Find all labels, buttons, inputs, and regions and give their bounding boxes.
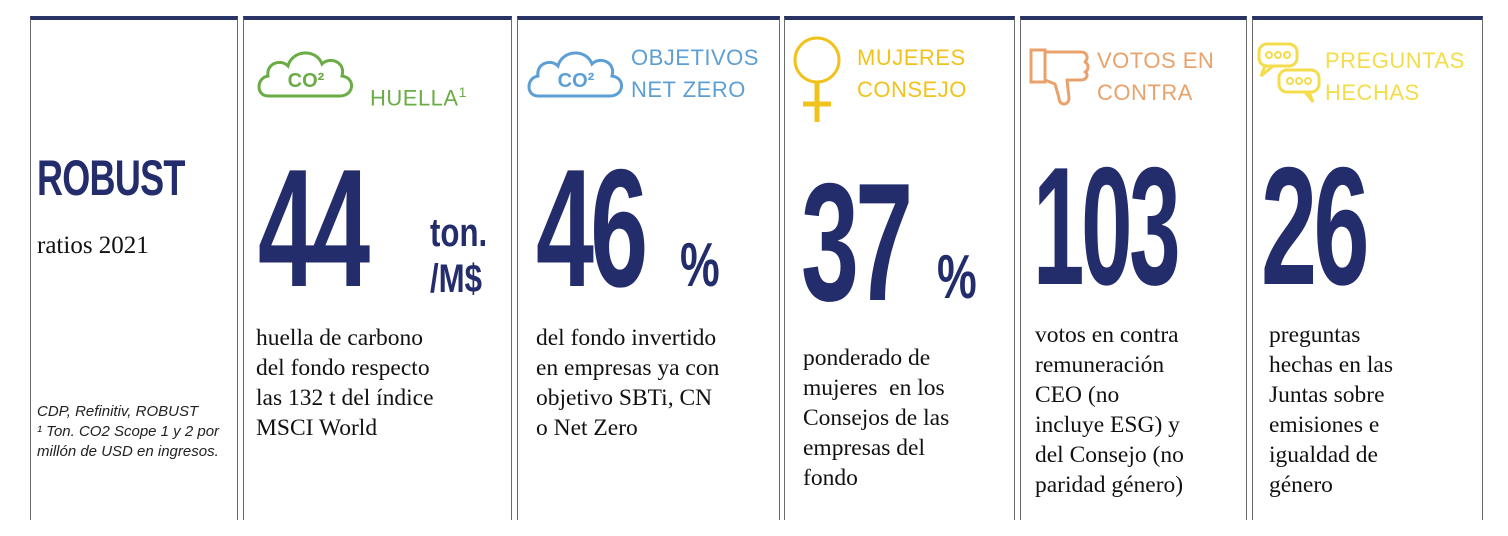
co2-icon-label: CO² (558, 70, 595, 92)
title-line-1: MUJERES (857, 45, 966, 70)
thumbs-down-icon (1029, 48, 1090, 106)
desc-line: Juntas sobre (1269, 382, 1385, 408)
title-line-2: HECHAS (1325, 80, 1420, 105)
title-line-1: VOTOS EN (1097, 48, 1215, 73)
carbon-footprint-panel: CO² HUELLA1 44 ton. /M$ huella de carbon… (243, 16, 512, 520)
title-line-2: CONSEJO (857, 77, 967, 102)
panel-description: preguntas hechas en las Juntas sobre emi… (1269, 320, 1393, 500)
unit-line-2: /M$ (430, 257, 483, 301)
title-line-2: NET ZERO (631, 77, 746, 102)
female-symbol-icon (793, 36, 841, 122)
unit-label: % (937, 243, 977, 312)
desc-line: votos en contra (1035, 322, 1179, 348)
panel-description: del fondo invertido en empresas ya con o… (536, 323, 719, 443)
panel-title: HUELLA1 (370, 76, 467, 114)
desc-line: del Consejo (no (1035, 442, 1184, 468)
desc-line: preguntas (1269, 322, 1361, 348)
report-subtitle: ratios 2021 (37, 232, 149, 259)
desc-line: hechas en las (1269, 352, 1393, 378)
desc-line: incluye ESG) y (1035, 412, 1180, 438)
source-footnote: CDP, Refinitiv, ROBUST ¹ Ton. CO2 Scope … (37, 403, 220, 460)
desc-line: Consejos de las (803, 405, 950, 431)
desc-line: o Net Zero (536, 415, 638, 441)
panel-title: PREGUNTAS HECHAS (1325, 45, 1465, 109)
panel-description: votos en contra remuneración CEO (no inc… (1035, 320, 1184, 500)
big-value: 103 (1033, 132, 1181, 320)
big-value: 46 (536, 134, 648, 322)
co2-cloud-icon: CO² (257, 51, 353, 98)
net-zero-panel: CO² OBJETIVOS NET ZERO 46 % del fondo in… (517, 16, 780, 520)
desc-line: género (1269, 472, 1333, 498)
title-line-2: CONTRA (1097, 80, 1193, 105)
desc-line: fondo (803, 465, 858, 491)
desc-line: mujeres en los (803, 375, 945, 401)
big-value: 44 (258, 134, 370, 322)
desc-line: CEO (no (1035, 382, 1120, 408)
desc-line: objetivo SBTi, CN (536, 385, 713, 411)
title-line-1: OBJETIVOS (631, 45, 759, 70)
big-value: 26 (1261, 132, 1370, 320)
panel-title: OBJETIVOS NET ZERO (631, 42, 759, 106)
big-value: 37 (801, 148, 913, 336)
speech-bubbles-icon (1257, 42, 1321, 103)
panel-title: MUJERES CONSEJO (857, 42, 967, 106)
desc-line: del fondo invertido (536, 325, 717, 351)
panel-title: VOTOS EN CONTRA (1097, 45, 1214, 109)
desc-line: del fondo respecto (256, 355, 430, 381)
desc-line: remuneración (1035, 352, 1165, 378)
desc-line: empresas del (803, 435, 926, 461)
desc-line: huella de carbono (256, 325, 424, 351)
panel-description: ponderado de mujeres en los Consejos de … (803, 343, 949, 493)
intro-panel: ROBUST ratios 2021 CDP, Refinitiv, ROBUS… (30, 16, 238, 520)
desc-line: igualdad de (1269, 442, 1378, 468)
women-board-panel: MUJERES CONSEJO 37 % ponderado de mujere… (784, 16, 1015, 520)
panel-description: huella de carbono del fondo respecto las… (256, 323, 434, 443)
unit-line-1: ton. (430, 211, 488, 255)
footnote-marker: 1 (458, 84, 467, 100)
unit-label: ton. /M$ (430, 210, 487, 302)
desc-line: MSCI World (256, 415, 378, 441)
title-line-1: PREGUNTAS (1325, 48, 1465, 73)
co2-cloud-icon: CO² (527, 51, 623, 98)
panel-title-text: HUELLA (370, 85, 459, 111)
desc-line: paridad género) (1035, 472, 1184, 498)
desc-line: en empresas ya con (536, 355, 720, 381)
desc-line: las 132 t del índice (256, 385, 434, 411)
unit-label: % (680, 231, 720, 300)
questions-panel: PREGUNTAS HECHAS 26 preguntas hechas en … (1252, 16, 1483, 520)
desc-line: emisiones e (1269, 412, 1380, 438)
brand-logo: ROBUST (37, 150, 185, 206)
co2-icon-label: CO² (288, 70, 325, 92)
votes-against-panel: VOTOS EN CONTRA 103 votos en contra remu… (1020, 16, 1247, 520)
desc-line: ponderado de (803, 345, 931, 371)
